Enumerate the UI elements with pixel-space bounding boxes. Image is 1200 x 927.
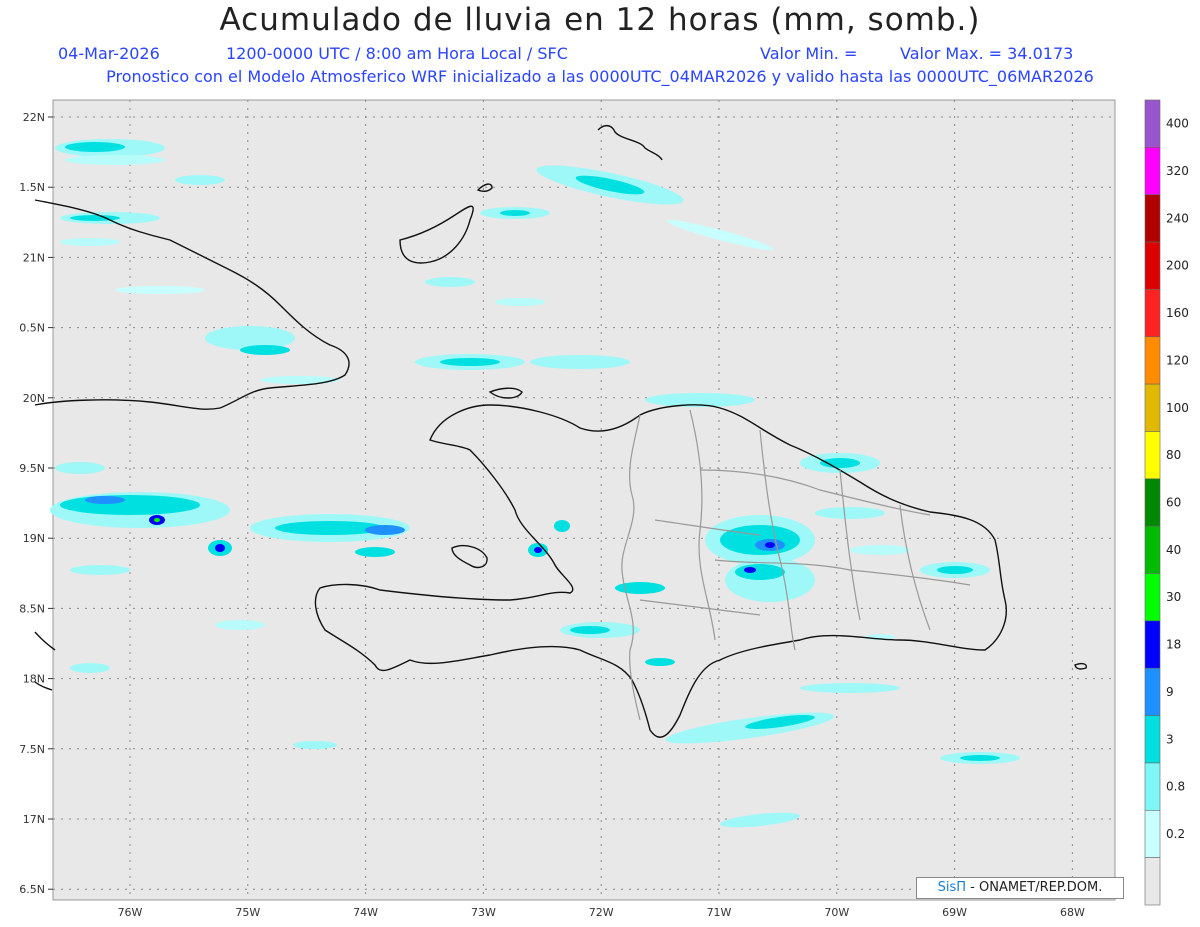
colorbar-label: 80 <box>1166 448 1181 462</box>
forecast-date: 04-Mar-2026 <box>58 44 160 63</box>
coastlines <box>34 125 1088 738</box>
valor-min: Valor Min. = <box>760 44 858 63</box>
colorbar-swatch <box>1144 431 1161 480</box>
colorbar-swatch <box>1144 762 1161 811</box>
lat-label: 9.5N <box>19 462 45 475</box>
colorbar-swatch <box>1144 336 1161 385</box>
colorbar-swatch <box>1144 147 1161 196</box>
model-info: Pronostico con el Modelo Atmosferico WRF… <box>106 67 1094 86</box>
colorbar-label: 60 <box>1166 496 1181 510</box>
colorbar-swatch <box>1144 289 1161 338</box>
plot-area <box>52 99 1116 901</box>
colorbar-swatch <box>1144 194 1161 243</box>
colorbar-swatch <box>1144 667 1161 716</box>
forecast-period: 1200-0000 UTC / 8:00 am Hora Local / SFC <box>226 44 568 63</box>
lon-label: 75W <box>235 906 260 919</box>
longitude-labels: 76W 75W 74W 73W 72W 71W 70W 69W 68W <box>118 906 1085 919</box>
valor-max: Valor Max. = 34.0173 <box>900 44 1074 63</box>
boundaries <box>621 409 971 721</box>
colorbar-swatch <box>1144 857 1161 906</box>
credit-brand: SisΠ <box>937 880 967 895</box>
precipitation-field <box>50 139 1020 828</box>
colorbar-label: 3 <box>1166 732 1174 746</box>
lat-label: 21N <box>23 251 45 264</box>
lon-label: 76W <box>118 906 143 919</box>
lat-label: 20N <box>23 392 45 405</box>
credit-box: SisΠ - ONAMET/REP.DOM. <box>916 877 1124 899</box>
colorbar-label: 200 <box>1166 259 1189 273</box>
colorbar-label: 160 <box>1166 306 1189 320</box>
colorbar-swatch <box>1144 478 1161 527</box>
lat-label: 6.5N <box>19 883 45 896</box>
colorbar-label: 30 <box>1166 590 1181 604</box>
lat-label: 7.5N <box>19 743 45 756</box>
map-title: Acumulado de lluvia en 12 horas (mm, som… <box>219 2 981 38</box>
colorbar-label: 9 <box>1166 685 1174 699</box>
lat-label: 18N <box>23 673 45 686</box>
colorbar-label: 240 <box>1166 211 1189 225</box>
lon-label: 74W <box>353 906 378 919</box>
colorbar-swatch <box>1144 383 1161 432</box>
lat-label: 19N <box>23 532 45 545</box>
colorbar-label: 40 <box>1166 543 1181 557</box>
colorbar-swatch <box>1144 715 1161 764</box>
lon-label: 71W <box>707 906 732 919</box>
colorbar-swatch <box>1144 620 1161 669</box>
colorbar-label: 120 <box>1166 353 1189 367</box>
latitude-labels: 22N 1.5N 21N 0.5N 20N 9.5N 19N 8.5N 18N 7.5N 17N 6.… <box>19 111 45 896</box>
lat-label: 22N <box>23 111 45 124</box>
colorbar-label: 0.2 <box>1166 827 1185 841</box>
lon-label: 69W <box>942 906 967 919</box>
colorbar-swatch <box>1144 241 1161 290</box>
lat-label: 1.5N <box>19 181 45 194</box>
lon-label: 70W <box>824 906 849 919</box>
colorbar-swatch <box>1144 573 1161 622</box>
credit-text: - ONAMET/REP.DOM. <box>966 880 1103 895</box>
lat-label: 17N <box>23 813 45 826</box>
colorbar-label: 320 <box>1166 164 1189 178</box>
colorbar-swatch <box>1144 525 1161 574</box>
colorbar-label: 0.8 <box>1166 780 1185 794</box>
lat-label: 0.5N <box>19 322 45 335</box>
colorbar-label: 18 <box>1166 638 1181 652</box>
lon-label: 72W <box>589 906 614 919</box>
colorbar-label: 400 <box>1166 117 1189 131</box>
colorbar-label: 100 <box>1166 401 1189 415</box>
colorbar: 400 320 240 200 160 120 100 80 60 40 30 18 9 3 0.8 0.2 <box>1144 99 1189 906</box>
colorbar-swatch <box>1144 809 1161 858</box>
lat-label: 8.5N <box>19 602 45 615</box>
lon-label: 68W <box>1060 906 1085 919</box>
lon-label: 73W <box>471 906 496 919</box>
colorbar-swatch <box>1144 99 1161 148</box>
lat-lon-grid <box>48 100 1115 900</box>
